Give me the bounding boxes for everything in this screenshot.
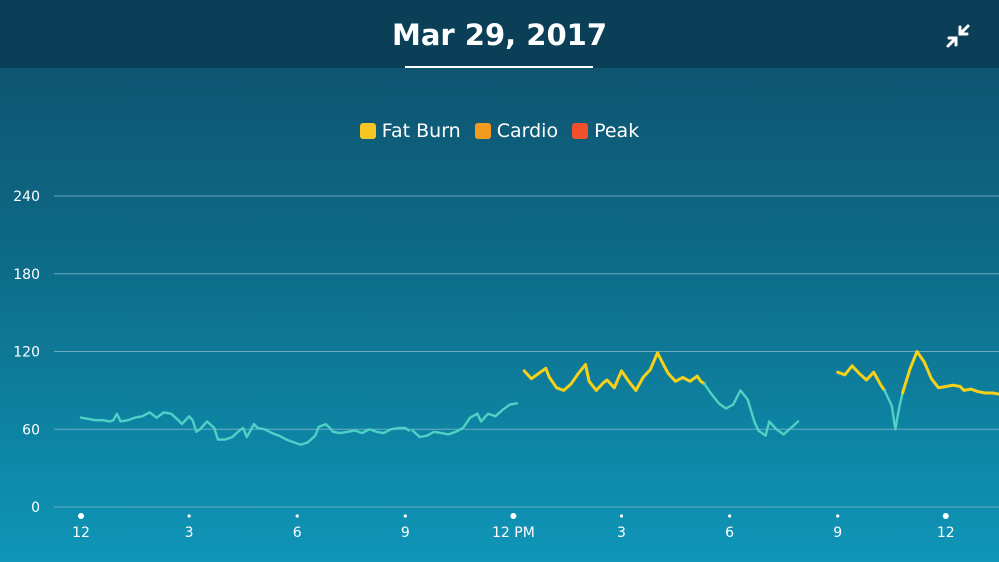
collapse-arrows-icon bbox=[946, 24, 970, 48]
heart-rate-series-normal-3 bbox=[703, 382, 800, 437]
y-tick-label: 60 bbox=[22, 422, 40, 438]
x-tick-label: 12 bbox=[937, 525, 955, 541]
x-tick-dot bbox=[187, 514, 191, 518]
legend-item-peak: Peak bbox=[572, 120, 639, 142]
x-tick-dot bbox=[619, 514, 624, 518]
y-tick-label: 240 bbox=[13, 189, 40, 205]
legend-swatch-cardio bbox=[474, 123, 491, 139]
legend-swatch-peak bbox=[572, 123, 589, 139]
x-tick-dot bbox=[942, 513, 949, 519]
x-tick-dot bbox=[728, 514, 732, 518]
heart-rate-series-normal-0 bbox=[79, 411, 411, 446]
date-title[interactable]: Mar 29, 2017 bbox=[391, 18, 607, 52]
x-tick-dot bbox=[78, 513, 84, 519]
x-tick-label: 3 bbox=[617, 525, 626, 541]
heart-rate-series-fat-burn-6 bbox=[901, 350, 999, 396]
legend-label-peak: Peak bbox=[594, 120, 640, 142]
heart-rate-series-fat-burn-4 bbox=[836, 364, 886, 392]
legend-label-cardio: Cardio bbox=[496, 120, 559, 142]
heart-rate-series-fat-burn-2 bbox=[522, 351, 706, 392]
date-underline bbox=[405, 66, 593, 68]
heart-rate-series-normal-1 bbox=[411, 402, 519, 439]
y-tick-label: 180 bbox=[13, 267, 40, 283]
legend-swatch-fat-burn bbox=[359, 123, 376, 139]
x-tick-label: 12 bbox=[72, 525, 90, 541]
x-tick-label: 3 bbox=[185, 525, 194, 541]
x-tick-dot bbox=[836, 514, 840, 518]
x-tick-dot bbox=[403, 514, 407, 518]
x-tick-label: 9 bbox=[833, 525, 842, 541]
legend-item-cardio: Cardio bbox=[474, 120, 559, 142]
chart-legend: Fat Burn Cardio Peak bbox=[0, 120, 999, 142]
x-tick-label: 6 bbox=[293, 525, 302, 541]
x-tick-dot bbox=[510, 513, 517, 519]
x-tick-label: 6 bbox=[725, 525, 734, 541]
x-tick-label: 9 bbox=[401, 525, 410, 541]
y-tick-label: 0 bbox=[31, 500, 40, 516]
y-tick-label: 120 bbox=[13, 345, 40, 361]
legend-label-fat-burn: Fat Burn bbox=[381, 120, 461, 142]
heart-rate-series-normal-5 bbox=[883, 389, 904, 431]
header-bar bbox=[0, 0, 999, 68]
legend-item-fat-burn: Fat Burn bbox=[359, 120, 461, 142]
collapse-button[interactable] bbox=[942, 20, 974, 52]
x-tick-label: 12 PM bbox=[492, 525, 535, 541]
x-tick-dot bbox=[295, 514, 299, 518]
